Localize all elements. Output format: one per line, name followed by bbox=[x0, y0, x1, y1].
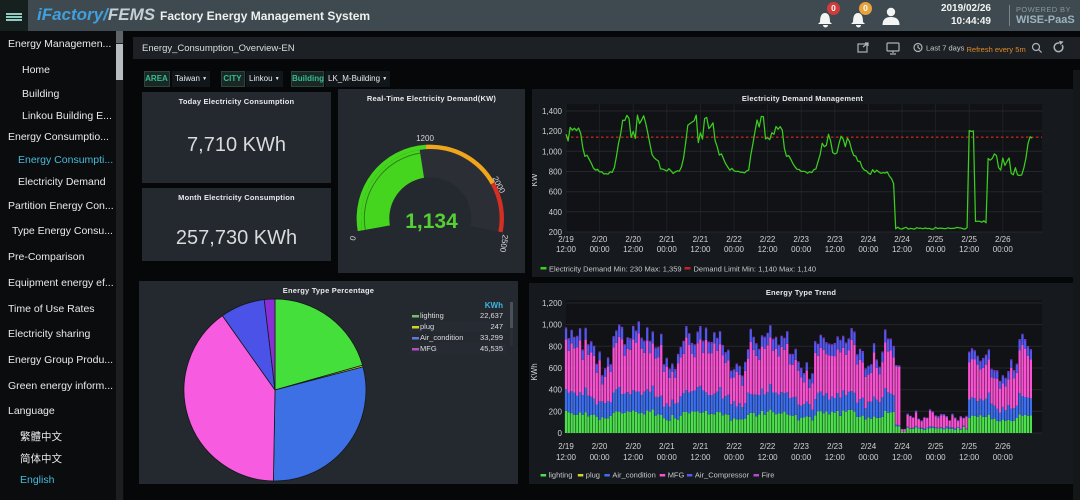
svg-text:2/24: 2/24 bbox=[894, 442, 910, 451]
svg-text:Last 7 days: Last 7 days bbox=[926, 44, 965, 53]
svg-text:00:00: 00:00 bbox=[791, 453, 812, 462]
svg-text:2/20: 2/20 bbox=[592, 235, 608, 244]
svg-text:lighting: lighting bbox=[549, 471, 573, 480]
svg-text:00:00: 00:00 bbox=[724, 453, 745, 462]
svg-text:2/23: 2/23 bbox=[827, 442, 843, 451]
svg-text:12:00: 12:00 bbox=[892, 453, 913, 462]
svg-text:400: 400 bbox=[549, 386, 563, 395]
svg-text:KWh: KWh bbox=[530, 363, 539, 380]
svg-text:2/21: 2/21 bbox=[659, 235, 675, 244]
svg-text:2/25: 2/25 bbox=[961, 235, 977, 244]
svg-text:12:00: 12:00 bbox=[959, 453, 980, 462]
svg-text:2/25: 2/25 bbox=[928, 235, 944, 244]
svg-text:2500: 2500 bbox=[498, 234, 510, 254]
svg-text:KWh: KWh bbox=[485, 301, 503, 310]
svg-text:Air_condition: Air_condition bbox=[612, 471, 655, 480]
svg-text:2/25: 2/25 bbox=[961, 442, 977, 451]
svg-text:2/24: 2/24 bbox=[861, 442, 877, 451]
svg-text:2/26: 2/26 bbox=[995, 235, 1011, 244]
svg-text:Electricity Demand Min: 230 Ma: Electricity Demand Min: 230 Max: 1,359 bbox=[549, 265, 682, 274]
svg-text:12:00: 12:00 bbox=[959, 245, 980, 254]
svg-text:plug: plug bbox=[586, 471, 600, 480]
svg-text:2/24: 2/24 bbox=[894, 235, 910, 244]
svg-text:00:00: 00:00 bbox=[926, 453, 947, 462]
svg-text:2/21: 2/21 bbox=[693, 442, 709, 451]
svg-text:00:00: 00:00 bbox=[590, 245, 611, 254]
svg-text:KW: KW bbox=[532, 173, 539, 186]
svg-text:00:00: 00:00 bbox=[993, 453, 1014, 462]
svg-text:600: 600 bbox=[549, 364, 563, 373]
svg-text:MFG: MFG bbox=[668, 471, 685, 480]
svg-text:2/20: 2/20 bbox=[625, 442, 641, 451]
svg-text:2/21: 2/21 bbox=[693, 235, 709, 244]
svg-text:200: 200 bbox=[549, 407, 563, 416]
svg-text:Fire: Fire bbox=[762, 471, 775, 480]
svg-text:12:00: 12:00 bbox=[623, 453, 644, 462]
svg-text:800: 800 bbox=[549, 168, 563, 177]
svg-text:2/19: 2/19 bbox=[558, 235, 574, 244]
svg-text:12:00: 12:00 bbox=[556, 453, 577, 462]
svg-text:1,000: 1,000 bbox=[542, 147, 563, 156]
svg-text:2/20: 2/20 bbox=[625, 235, 641, 244]
svg-text:247: 247 bbox=[490, 322, 503, 331]
svg-text:Demand Limit Min: 1,140 Max: 1: Demand Limit Min: 1,140 Max: 1,140 bbox=[694, 265, 817, 274]
svg-text:1200: 1200 bbox=[416, 134, 434, 143]
svg-text:2/20: 2/20 bbox=[592, 442, 608, 451]
svg-text:0: 0 bbox=[558, 429, 563, 438]
svg-text:2/22: 2/22 bbox=[726, 442, 742, 451]
svg-text:200: 200 bbox=[549, 228, 563, 237]
svg-text:400: 400 bbox=[549, 208, 563, 217]
svg-text:00:00: 00:00 bbox=[791, 245, 812, 254]
svg-text:00:00: 00:00 bbox=[858, 453, 879, 462]
svg-text:33,299: 33,299 bbox=[480, 333, 503, 342]
svg-text:1,200: 1,200 bbox=[542, 299, 563, 308]
svg-text:12:00: 12:00 bbox=[892, 245, 913, 254]
svg-text:2/22: 2/22 bbox=[760, 442, 776, 451]
svg-text:12:00: 12:00 bbox=[825, 245, 846, 254]
svg-text:2/23: 2/23 bbox=[793, 235, 809, 244]
svg-text:12:00: 12:00 bbox=[556, 245, 577, 254]
svg-text:2/25: 2/25 bbox=[928, 442, 944, 451]
svg-text:12:00: 12:00 bbox=[758, 453, 779, 462]
svg-text:00:00: 00:00 bbox=[657, 245, 678, 254]
svg-text:2/24: 2/24 bbox=[861, 235, 877, 244]
svg-text:2/23: 2/23 bbox=[827, 235, 843, 244]
svg-text:2/21: 2/21 bbox=[659, 442, 675, 451]
svg-text:1,400: 1,400 bbox=[542, 107, 563, 116]
svg-text:12:00: 12:00 bbox=[623, 245, 644, 254]
svg-text:12:00: 12:00 bbox=[758, 245, 779, 254]
svg-text:45,535: 45,535 bbox=[480, 344, 503, 353]
svg-text:800: 800 bbox=[549, 342, 563, 351]
svg-text:12:00: 12:00 bbox=[690, 453, 711, 462]
svg-text:00:00: 00:00 bbox=[590, 453, 611, 462]
svg-text:2/23: 2/23 bbox=[793, 442, 809, 451]
svg-text:600: 600 bbox=[549, 188, 563, 197]
svg-text:00:00: 00:00 bbox=[858, 245, 879, 254]
svg-text:00:00: 00:00 bbox=[926, 245, 947, 254]
svg-text:plug: plug bbox=[420, 322, 434, 331]
svg-text:1,000: 1,000 bbox=[542, 321, 563, 330]
svg-text:0: 0 bbox=[348, 235, 358, 242]
svg-text:00:00: 00:00 bbox=[657, 453, 678, 462]
svg-text:2/26: 2/26 bbox=[995, 442, 1011, 451]
svg-text:2/19: 2/19 bbox=[558, 442, 574, 451]
svg-text:2/22: 2/22 bbox=[760, 235, 776, 244]
svg-text:2/22: 2/22 bbox=[726, 235, 742, 244]
svg-text:00:00: 00:00 bbox=[724, 245, 745, 254]
svg-text:12:00: 12:00 bbox=[825, 453, 846, 462]
svg-text:1,134: 1,134 bbox=[405, 210, 458, 233]
svg-text:lighting: lighting bbox=[420, 311, 444, 320]
svg-text:22,637: 22,637 bbox=[480, 311, 503, 320]
svg-text:00:00: 00:00 bbox=[993, 245, 1014, 254]
svg-text:1,200: 1,200 bbox=[542, 127, 563, 136]
svg-text:MFG: MFG bbox=[420, 344, 437, 353]
svg-text:Air_Compressor: Air_Compressor bbox=[695, 471, 750, 480]
svg-text:Air_condition: Air_condition bbox=[420, 333, 463, 342]
svg-text:12:00: 12:00 bbox=[690, 245, 711, 254]
